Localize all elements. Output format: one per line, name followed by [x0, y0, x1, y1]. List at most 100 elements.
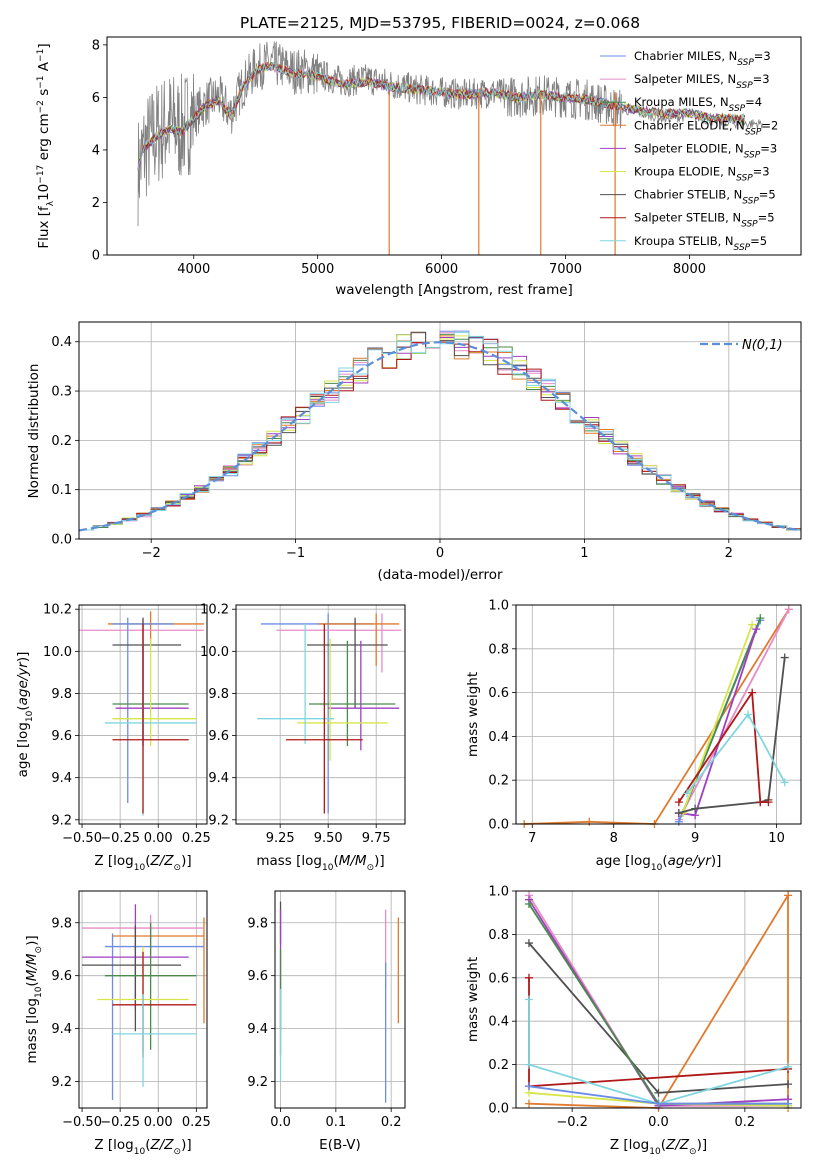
axes-4: 7 8 9 10 0.0 0.2 0.4 0.6 0.8 1.0 age [log10(age/yr…	[465, 599, 802, 873]
y-tick-label: 9.2	[51, 1075, 72, 1090]
x-axis-label: wavelength [Angstrom, rest frame]	[335, 282, 573, 298]
legend-entry: Chabrier STELIB, NSSP=5	[634, 188, 776, 207]
y-tick-label: 0.6	[488, 971, 509, 986]
axes-frame	[274, 890, 406, 1109]
y-tick-label: 9.4	[51, 1022, 72, 1037]
x-axis-label: mass [log10(M/M⊙)]	[256, 853, 384, 873]
point-marker	[524, 1099, 533, 1108]
y-tick-label: 0.3	[51, 385, 72, 400]
legend-entry: Kroupa STELIB, NSSP=5	[634, 234, 767, 253]
axes-frame	[78, 604, 208, 825]
y-axis-label: age [log10(age/yr)]	[15, 652, 35, 778]
point-marker	[585, 817, 594, 826]
y-tick-label: 6	[92, 91, 100, 106]
y-axis-label: Normed distribution	[26, 364, 42, 499]
point-marker	[654, 1099, 663, 1108]
point-marker	[784, 1080, 793, 1089]
point-marker	[784, 1099, 793, 1108]
point-marker	[756, 614, 765, 623]
y-tick-label: 9.8	[208, 687, 229, 702]
y-tick-label: 0.2	[51, 434, 72, 449]
y-tick-label: 0.8	[488, 928, 509, 943]
y-tick-label: 9.2	[208, 813, 229, 828]
x-tick-label: 0.2	[381, 1115, 402, 1130]
y-tick-label: 9.4	[51, 771, 72, 786]
x-axis-label: age [log10(age/yr)]	[596, 853, 722, 873]
point-marker	[784, 891, 793, 900]
point-marker	[780, 653, 789, 662]
axes-5: −0.50−0.25 0.00 0.25 9.2 9.4 9.6 9.8 Z [log10(Z…	[24, 890, 211, 1157]
legend-entry: Salpeter MILES, NSSP=3	[634, 72, 770, 91]
y-tick-label: 9.2	[247, 1075, 268, 1090]
axes-frame	[515, 890, 802, 1109]
point-marker	[683, 789, 691, 798]
point-marker	[784, 1062, 793, 1071]
y-axis-label: mass weight	[465, 957, 481, 1042]
x-tick-label: 9	[691, 831, 699, 846]
point-marker	[784, 605, 793, 614]
legend-entry: Kroupa MILES, NSSP=4	[634, 95, 762, 114]
y-tick-label: 0.2	[488, 774, 509, 789]
x-axis-label: Z [log10(Z/Z⊙)]	[610, 1137, 707, 1157]
point-marker	[674, 809, 683, 818]
y-tick-label: 9.4	[247, 1022, 268, 1037]
x-tick-label: −0.25	[100, 831, 140, 846]
x-tick-label: 7000	[549, 262, 582, 277]
axes-frame	[235, 604, 406, 825]
axes-frame	[515, 604, 802, 825]
y-tick-label: 10.0	[200, 645, 229, 660]
point-marker	[674, 798, 683, 807]
y-tick-label: 2	[92, 196, 100, 211]
x-tick-label: 0.1	[326, 1115, 347, 1130]
point-marker	[752, 625, 761, 634]
legend-entry: Salpeter STELIB, NSSP=5	[634, 211, 775, 230]
x-tick-label: 4000	[177, 262, 210, 277]
y-tick-label: 10.2	[200, 603, 229, 618]
series-line	[682, 624, 753, 814]
point-marker	[524, 1082, 533, 1091]
y-tick-label: 4	[92, 143, 100, 158]
x-tick-label: 7	[528, 831, 536, 846]
x-tick-label: −1	[286, 546, 305, 561]
x-tick-label: −0.25	[100, 1115, 140, 1130]
x-tick-label: −2	[142, 546, 161, 561]
point-marker	[524, 1060, 533, 1069]
axes-6: 0.0 0.1 0.2 9.2 9.4 9.6 9.8 E(B-V)	[247, 890, 406, 1153]
normal-curve	[78, 341, 802, 532]
point-marker	[524, 939, 533, 948]
series-line	[528, 999, 789, 1105]
y-axis-label: mass [log10(M/M⊙)]	[24, 935, 44, 1063]
y-tick-label: 0.0	[488, 1102, 509, 1117]
point-marker	[748, 688, 757, 697]
legend-entry: Chabrier ELODIE, NSSP=2	[634, 118, 778, 137]
y-tick-label: 10.2	[43, 603, 72, 618]
y-tick-label: 9.6	[51, 969, 72, 984]
axes-0: 4000 5000 6000 7000 8000 0 2 4 6 8 Chabrier MILES,…	[36, 36, 802, 298]
y-tick-label: 0.1	[51, 483, 72, 498]
y-tick-label: 9.6	[208, 729, 229, 744]
y-tick-label: 8	[92, 38, 100, 53]
x-axis-label: E(B-V)	[319, 1137, 361, 1153]
x-tick-label: −0.50	[62, 831, 102, 846]
legend: Chabrier MILES, NSSP=3 Salpeter MILES, NS…	[600, 49, 778, 253]
axes-frame	[78, 890, 208, 1109]
series-line	[678, 689, 769, 803]
y-axis-label: Flux [fλ10−17 erg cm−2 s−1 A−1]	[36, 43, 56, 248]
y-tick-label: 9.8	[247, 916, 268, 931]
axes-3: 9.25 9.50 9.75 9.2 9.4 9.6 9.8 10.0 10.2 mass [lo…	[200, 603, 406, 873]
model-line-7	[137, 61, 746, 171]
x-tick-label: 5000	[301, 262, 334, 277]
point-marker	[524, 900, 533, 909]
y-tick-label: 9.6	[247, 969, 268, 984]
x-tick-label: 0.25	[182, 1115, 211, 1130]
axes-frame	[78, 321, 802, 540]
y-tick-label: 0.0	[488, 818, 509, 833]
x-tick-label: 0.0	[270, 1115, 291, 1130]
y-tick-label: 10.0	[43, 645, 72, 660]
legend-entry: Chabrier MILES, NSSP=3	[634, 49, 771, 68]
x-tick-label: 0.00	[144, 1115, 173, 1130]
y-tick-label: 0.4	[51, 335, 72, 350]
axes-frame	[106, 36, 802, 256]
x-axis-label: Z [log10(Z/Z⊙)]	[94, 1137, 191, 1157]
